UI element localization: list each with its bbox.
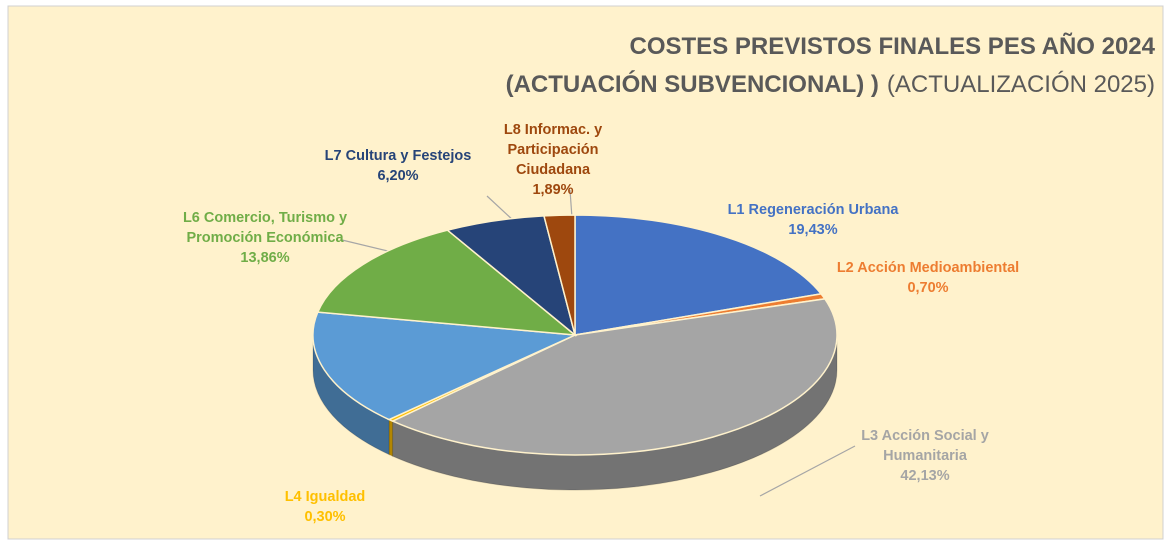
data-label: L7 Cultura y Festejos 6,20% — [298, 146, 498, 186]
data-label: L3 Acción Social y Humanitaria 42,13% — [845, 426, 1005, 486]
leader-line — [759, 445, 856, 497]
chart-subtitle: (ACTUALIZACIÓN 2025) — [887, 71, 1155, 98]
value-label: 19,43% — [788, 222, 838, 238]
data-label: L4 Igualdad 0,30% — [255, 487, 395, 527]
leader-line — [486, 195, 516, 223]
data-label: L2 Acción Medioambiental 0,70% — [818, 258, 1038, 298]
leader-line — [341, 239, 393, 253]
value-label: 13,86% — [240, 250, 290, 266]
slice-side — [388, 418, 394, 457]
category-label: L1 Regeneración Urbana — [727, 202, 899, 218]
value-label: 6,20% — [377, 168, 419, 184]
category-label: L7 Cultura y Festejos — [324, 148, 472, 164]
chart-title: COSTES PREVISTOS FINALES PES AÑO 2024 — [630, 32, 1156, 60]
slice — [574, 214, 823, 336]
pie — [312, 214, 838, 491]
value-label: 1,89% — [532, 182, 574, 198]
chart-title: (ACTUACIÓN SUBVENCIONAL) ) (ACTUALIZACIÓN… — [506, 70, 1155, 98]
data-label: L1 Regeneración Urbana 19,43% — [713, 200, 913, 240]
category-label: L4 Igualdad — [284, 489, 366, 505]
slice — [390, 298, 838, 456]
category-label: L6 Comercio, Turismo y Promoción Económi… — [182, 210, 348, 246]
value-label: 42,13% — [900, 468, 950, 484]
slice — [316, 229, 578, 336]
slice — [312, 311, 578, 421]
value-label: 0,70% — [907, 280, 949, 296]
data-label: L8 Informac. y Participación Ciudadana 1,… — [488, 120, 618, 200]
data-label: L6 Comercio, Turismo y Promoción Económi… — [150, 208, 380, 268]
leader-line — [569, 189, 573, 219]
category-label: L8 Informac. y Participación Ciudadana — [503, 122, 603, 178]
value-label: 0,30% — [304, 509, 346, 525]
slice — [543, 214, 576, 336]
chart-title-part: (ACTUACIÓN SUBVENCIONAL) ) — [506, 70, 879, 98]
category-label: L3 Acción Social y Humanitaria — [861, 428, 989, 464]
leader-lines — [341, 189, 856, 497]
category-label: L2 Acción Medioambiental — [836, 260, 1020, 276]
